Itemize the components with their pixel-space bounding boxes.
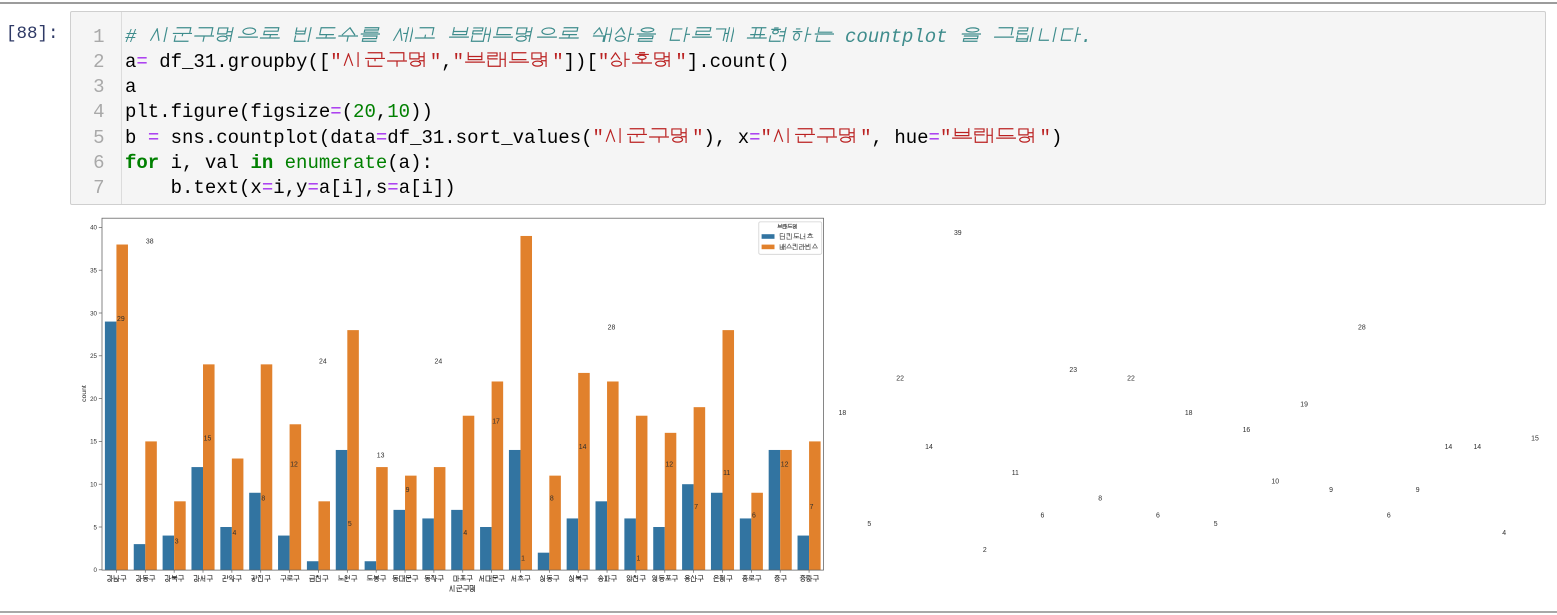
svg-text:6: 6 [1387, 513, 1391, 520]
svg-text:15: 15 [204, 436, 212, 443]
svg-text:14: 14 [579, 444, 587, 451]
svg-text:7: 7 [810, 504, 814, 511]
svg-text:1: 1 [637, 555, 641, 562]
svg-text:8: 8 [261, 496, 265, 503]
svg-text:10: 10 [1271, 478, 1279, 485]
svg-text:19: 19 [1300, 401, 1308, 408]
svg-text:8: 8 [550, 496, 554, 503]
svg-text:35: 35 [90, 268, 97, 275]
svg-text:3: 3 [175, 538, 179, 545]
svg-text:9: 9 [406, 487, 410, 494]
svg-text:11: 11 [1012, 470, 1019, 477]
svg-text:9: 9 [1329, 487, 1333, 494]
svg-text:28: 28 [608, 324, 616, 331]
svg-text:4: 4 [1502, 530, 1506, 537]
svg-text:23: 23 [1069, 367, 1077, 374]
svg-text:0: 0 [94, 567, 98, 574]
svg-text:16: 16 [1243, 427, 1251, 434]
svg-text:38: 38 [146, 239, 154, 246]
svg-text:14: 14 [925, 444, 933, 451]
svg-text:5: 5 [867, 521, 871, 528]
svg-text:17: 17 [492, 418, 500, 425]
svg-text:25: 25 [90, 353, 97, 360]
svg-text:5: 5 [348, 521, 352, 528]
svg-text:5: 5 [94, 524, 98, 531]
svg-text:18: 18 [1185, 410, 1193, 417]
svg-text:count: count [81, 385, 88, 402]
svg-text:13: 13 [377, 453, 385, 460]
svg-text:6: 6 [752, 513, 756, 520]
svg-text:22: 22 [1127, 376, 1135, 383]
svg-text:4: 4 [232, 530, 236, 537]
svg-text:5: 5 [1214, 521, 1218, 528]
svg-text:24: 24 [319, 359, 327, 366]
svg-text:8: 8 [1098, 496, 1102, 503]
svg-text:14: 14 [1445, 444, 1453, 451]
svg-text:11: 11 [723, 470, 730, 477]
svg-text:40: 40 [90, 225, 97, 232]
svg-text:14: 14 [1473, 444, 1481, 451]
svg-text:22: 22 [896, 376, 904, 383]
svg-text:12: 12 [290, 461, 298, 468]
svg-text:9: 9 [1416, 487, 1420, 494]
svg-text:1: 1 [521, 555, 525, 562]
svg-text:10: 10 [90, 482, 97, 489]
svg-text:12: 12 [781, 461, 789, 468]
svg-text:28: 28 [1358, 324, 1366, 331]
svg-text:6: 6 [1156, 513, 1160, 520]
svg-text:6: 6 [1041, 513, 1045, 520]
svg-text:20: 20 [90, 396, 97, 403]
svg-text:24: 24 [434, 359, 442, 366]
svg-text:29: 29 [117, 316, 125, 323]
svg-text:15: 15 [90, 439, 97, 446]
svg-text:12: 12 [665, 461, 673, 468]
svg-text:15: 15 [1531, 436, 1539, 443]
svg-text:39: 39 [954, 230, 962, 237]
svg-text:7: 7 [694, 504, 698, 511]
svg-text:2: 2 [983, 547, 987, 554]
svg-text:30: 30 [90, 310, 97, 317]
svg-text:18: 18 [839, 410, 847, 417]
svg-text:4: 4 [463, 530, 467, 537]
